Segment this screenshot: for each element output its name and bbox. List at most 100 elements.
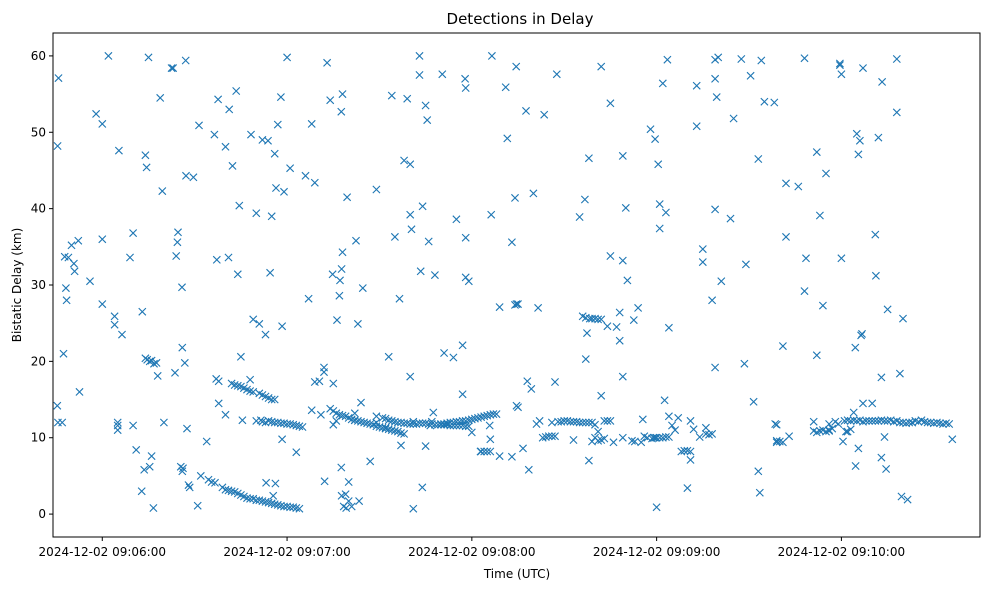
data-point: [280, 187, 288, 196]
data-point: [278, 435, 287, 444]
data-point: [701, 423, 710, 432]
data-point: [606, 252, 615, 260]
data-point: [276, 93, 285, 102]
data-point: [705, 430, 713, 439]
data-point: [895, 369, 904, 378]
data-point: [846, 425, 855, 434]
data-point: [366, 457, 375, 466]
data-point: [483, 411, 492, 420]
data-point: [357, 417, 365, 426]
data-point: [615, 308, 624, 317]
data-point: [138, 307, 147, 316]
data-point: [606, 416, 615, 425]
data-point: [551, 432, 559, 441]
data-point: [575, 418, 584, 427]
data-point: [329, 379, 338, 388]
data-point: [664, 433, 673, 441]
data-point: [189, 173, 198, 182]
data-point: [584, 418, 593, 427]
data-point: [211, 478, 219, 487]
data-point: [304, 294, 313, 303]
data-point: [835, 59, 844, 68]
data-point: [474, 413, 482, 422]
data-point: [406, 210, 415, 219]
data-point: [772, 420, 781, 429]
data-point: [387, 91, 396, 100]
data-point: [172, 252, 181, 260]
data-point: [110, 312, 119, 321]
data-point: [178, 467, 187, 476]
data-point: [578, 418, 587, 427]
data-point: [628, 436, 636, 445]
data-point: [295, 504, 304, 513]
data-point: [746, 71, 755, 80]
data-point: [174, 228, 182, 237]
data-point: [597, 391, 606, 400]
data-point: [840, 416, 849, 425]
data-point: [266, 268, 275, 277]
data-point: [353, 319, 362, 328]
data-point: [415, 71, 424, 79]
data-point: [871, 230, 880, 239]
data-point: [480, 447, 489, 456]
data-point: [651, 135, 660, 144]
data-point: [654, 160, 663, 169]
data-point: [86, 277, 94, 286]
data-point: [606, 99, 615, 108]
y-tick-label: 60: [31, 49, 46, 63]
data-point: [295, 422, 304, 431]
data-point: [344, 497, 353, 506]
data-point: [522, 106, 530, 115]
data-point: [381, 424, 390, 433]
data-point: [406, 372, 415, 381]
data-point: [406, 160, 415, 169]
data-point: [600, 434, 609, 443]
data-point: [772, 438, 781, 447]
data-point: [452, 215, 461, 224]
data-point: [335, 291, 344, 300]
data-point: [851, 343, 860, 352]
data-point: [948, 435, 957, 444]
data-point: [903, 495, 912, 504]
data-point: [98, 119, 107, 128]
data-point: [53, 142, 62, 150]
data-point: [75, 387, 84, 396]
data-point: [534, 303, 543, 312]
data-point: [178, 283, 186, 292]
data-point: [142, 163, 151, 172]
data-point: [663, 55, 672, 64]
data-point: [347, 415, 356, 424]
data-point: [871, 271, 880, 280]
data-point: [936, 419, 944, 428]
y-axis-ticks: 0 10 20 30 40 50 60: [31, 49, 53, 521]
data-point: [62, 296, 71, 305]
data-point: [230, 381, 239, 389]
data-point: [618, 151, 627, 160]
data-point: [892, 55, 901, 63]
data-point: [185, 483, 194, 492]
data-point: [400, 156, 409, 165]
data-point: [158, 187, 167, 196]
data-point: [461, 416, 470, 425]
data-point: [523, 377, 532, 386]
data-point: [638, 415, 647, 424]
data-point: [594, 315, 603, 324]
data-point: [409, 417, 418, 426]
data-point: [233, 270, 242, 279]
data-point: [754, 155, 763, 163]
data-point: [358, 284, 367, 293]
data-point: [717, 277, 726, 286]
data-point: [458, 341, 467, 350]
data-point: [153, 371, 162, 380]
data-point: [258, 497, 267, 506]
data-point: [418, 202, 427, 211]
data-point: [415, 51, 424, 60]
data-point: [772, 436, 781, 445]
data-point: [945, 420, 954, 428]
y-axis-label: Bistatic Delay (km): [10, 228, 24, 343]
data-point: [929, 419, 938, 428]
data-point: [660, 396, 669, 405]
data-point: [782, 179, 790, 188]
data-point: [897, 492, 906, 501]
